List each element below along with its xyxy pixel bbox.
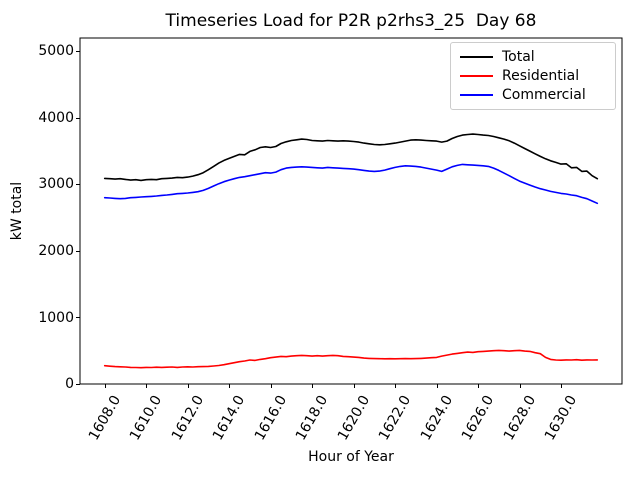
legend-line-sample — [460, 55, 493, 58]
legend-entry-commercial: Commercial — [451, 86, 615, 105]
y-tick-label: 2000 — [38, 242, 74, 259]
y-tick-label: 4000 — [38, 109, 74, 126]
y-tick-label: 3000 — [38, 176, 74, 193]
legend-entry-residential: Residential — [451, 66, 615, 85]
y-tick-label: 0 — [65, 376, 74, 392]
legend-entry-total: Total — [451, 47, 615, 66]
series-line-commercial — [103, 163, 599, 205]
series-line-residential — [103, 349, 599, 369]
legend-label: Residential — [502, 67, 580, 84]
legend-label: Commercial — [502, 87, 586, 104]
legend-line-sample — [460, 74, 493, 77]
x-axis-label: Hour of Year — [308, 449, 394, 465]
chart-title: Timeseries Load for P2R p2rhs3_25 Day 68 — [165, 11, 537, 31]
y-tick-label: 1000 — [38, 309, 74, 326]
legend-line-sample — [460, 94, 493, 97]
legend-label: Total — [502, 48, 535, 65]
y-axis-label: kW total — [9, 181, 25, 241]
legend: Total Residential Commercial — [450, 42, 616, 110]
y-tick-label: 5000 — [38, 43, 74, 60]
series-line-total — [103, 133, 599, 182]
